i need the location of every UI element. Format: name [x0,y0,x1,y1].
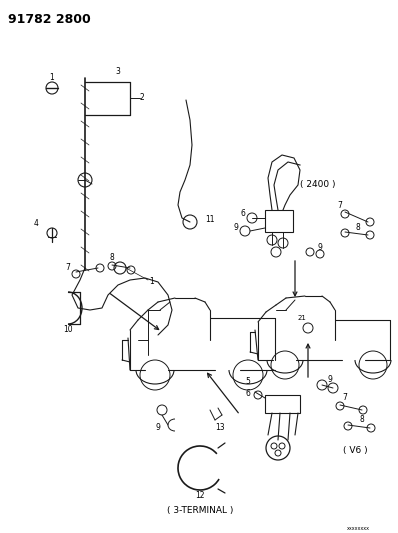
Circle shape [271,443,277,449]
Text: 3: 3 [115,68,121,77]
Text: 5: 5 [246,377,250,386]
Text: 9: 9 [233,223,238,232]
Text: 11: 11 [205,215,215,224]
Text: 2: 2 [140,93,144,102]
Text: 1: 1 [50,74,55,83]
Text: ( 2400 ): ( 2400 ) [300,181,336,190]
Text: 7: 7 [338,200,342,209]
Text: 4: 4 [33,219,39,228]
Text: 10: 10 [63,326,73,335]
Text: 1: 1 [150,278,154,287]
Text: 9: 9 [156,424,160,432]
Text: 8: 8 [360,416,365,424]
Circle shape [279,443,285,449]
Text: 21: 21 [298,315,306,321]
Text: ( V6 ): ( V6 ) [343,446,367,455]
Text: 8: 8 [356,223,360,232]
Text: 91782 2800: 91782 2800 [8,13,91,26]
Bar [265,210,293,232]
Text: 7: 7 [66,263,70,272]
Text: 6: 6 [240,208,245,217]
Text: 12: 12 [195,490,205,499]
Text: 7: 7 [343,393,347,402]
Text: 6: 6 [246,389,250,398]
Bar [265,395,300,413]
Text: xxxxxxxx: xxxxxxxx [347,526,370,530]
Text: 9: 9 [328,376,332,384]
Text: ( 3-TERMINAL ): ( 3-TERMINAL ) [167,505,233,514]
Text: 9: 9 [318,244,322,253]
Circle shape [275,450,281,456]
Text: 8: 8 [109,254,114,262]
Text: 13: 13 [215,424,225,432]
